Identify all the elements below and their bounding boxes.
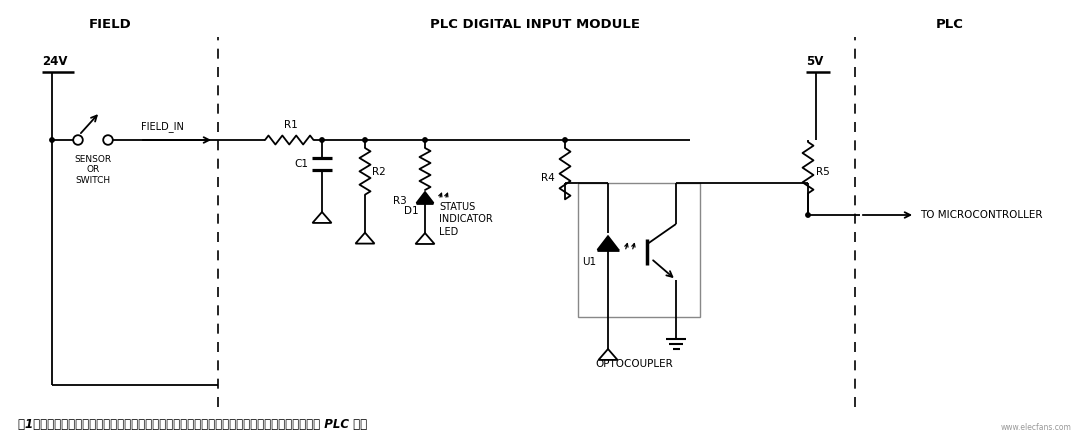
Text: PLC: PLC (937, 19, 964, 32)
Circle shape (320, 138, 325, 142)
Text: OPTOCOUPLER: OPTOCOUPLER (595, 359, 673, 369)
Text: R4: R4 (541, 173, 555, 183)
Text: C1: C1 (294, 159, 308, 169)
Text: R2: R2 (372, 167, 386, 177)
Polygon shape (416, 192, 433, 203)
Text: R5: R5 (816, 167, 830, 177)
Text: TO MICROCONTROLLER: TO MICROCONTROLLER (920, 210, 1042, 220)
Circle shape (563, 138, 567, 142)
Text: R3: R3 (393, 196, 407, 206)
Polygon shape (598, 236, 619, 250)
Text: 5V: 5V (806, 55, 823, 68)
Text: STATUS
INDICATOR
LED: STATUS INDICATOR LED (439, 202, 492, 237)
Text: FIELD_IN: FIELD_IN (140, 121, 183, 132)
Text: 24V: 24V (42, 55, 68, 68)
Text: D1: D1 (404, 206, 419, 215)
Circle shape (806, 213, 810, 217)
Circle shape (363, 138, 367, 142)
Circle shape (423, 138, 427, 142)
Text: SENSOR
OR
SWITCH: SENSOR OR SWITCH (74, 155, 111, 185)
Circle shape (50, 138, 54, 142)
Text: R1: R1 (284, 120, 298, 130)
Text: PLC DIGITAL INPUT MODULE: PLC DIGITAL INPUT MODULE (430, 19, 640, 32)
Text: FIELD: FIELD (88, 19, 132, 32)
Text: 图1：传统工业传感器监测系统原理图，其中电阻分压器和光耦用于监测和检测传感器输出至系统 PLC 的信: 图1：传统工业传感器监测系统原理图，其中电阻分压器和光耦用于监测和检测传感器输出… (19, 418, 367, 432)
Text: www.elecfans.com: www.elecfans.com (1001, 423, 1072, 432)
Bar (578, 183, 700, 317)
Text: U1: U1 (582, 257, 596, 267)
